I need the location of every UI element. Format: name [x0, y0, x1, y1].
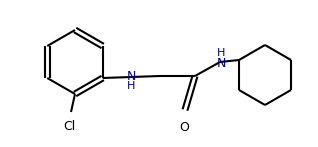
Text: N: N: [216, 56, 226, 70]
Text: H: H: [127, 81, 135, 91]
Text: O: O: [179, 121, 189, 134]
Text: H: H: [217, 48, 225, 58]
Text: Cl: Cl: [63, 120, 75, 133]
Text: N: N: [127, 70, 136, 82]
